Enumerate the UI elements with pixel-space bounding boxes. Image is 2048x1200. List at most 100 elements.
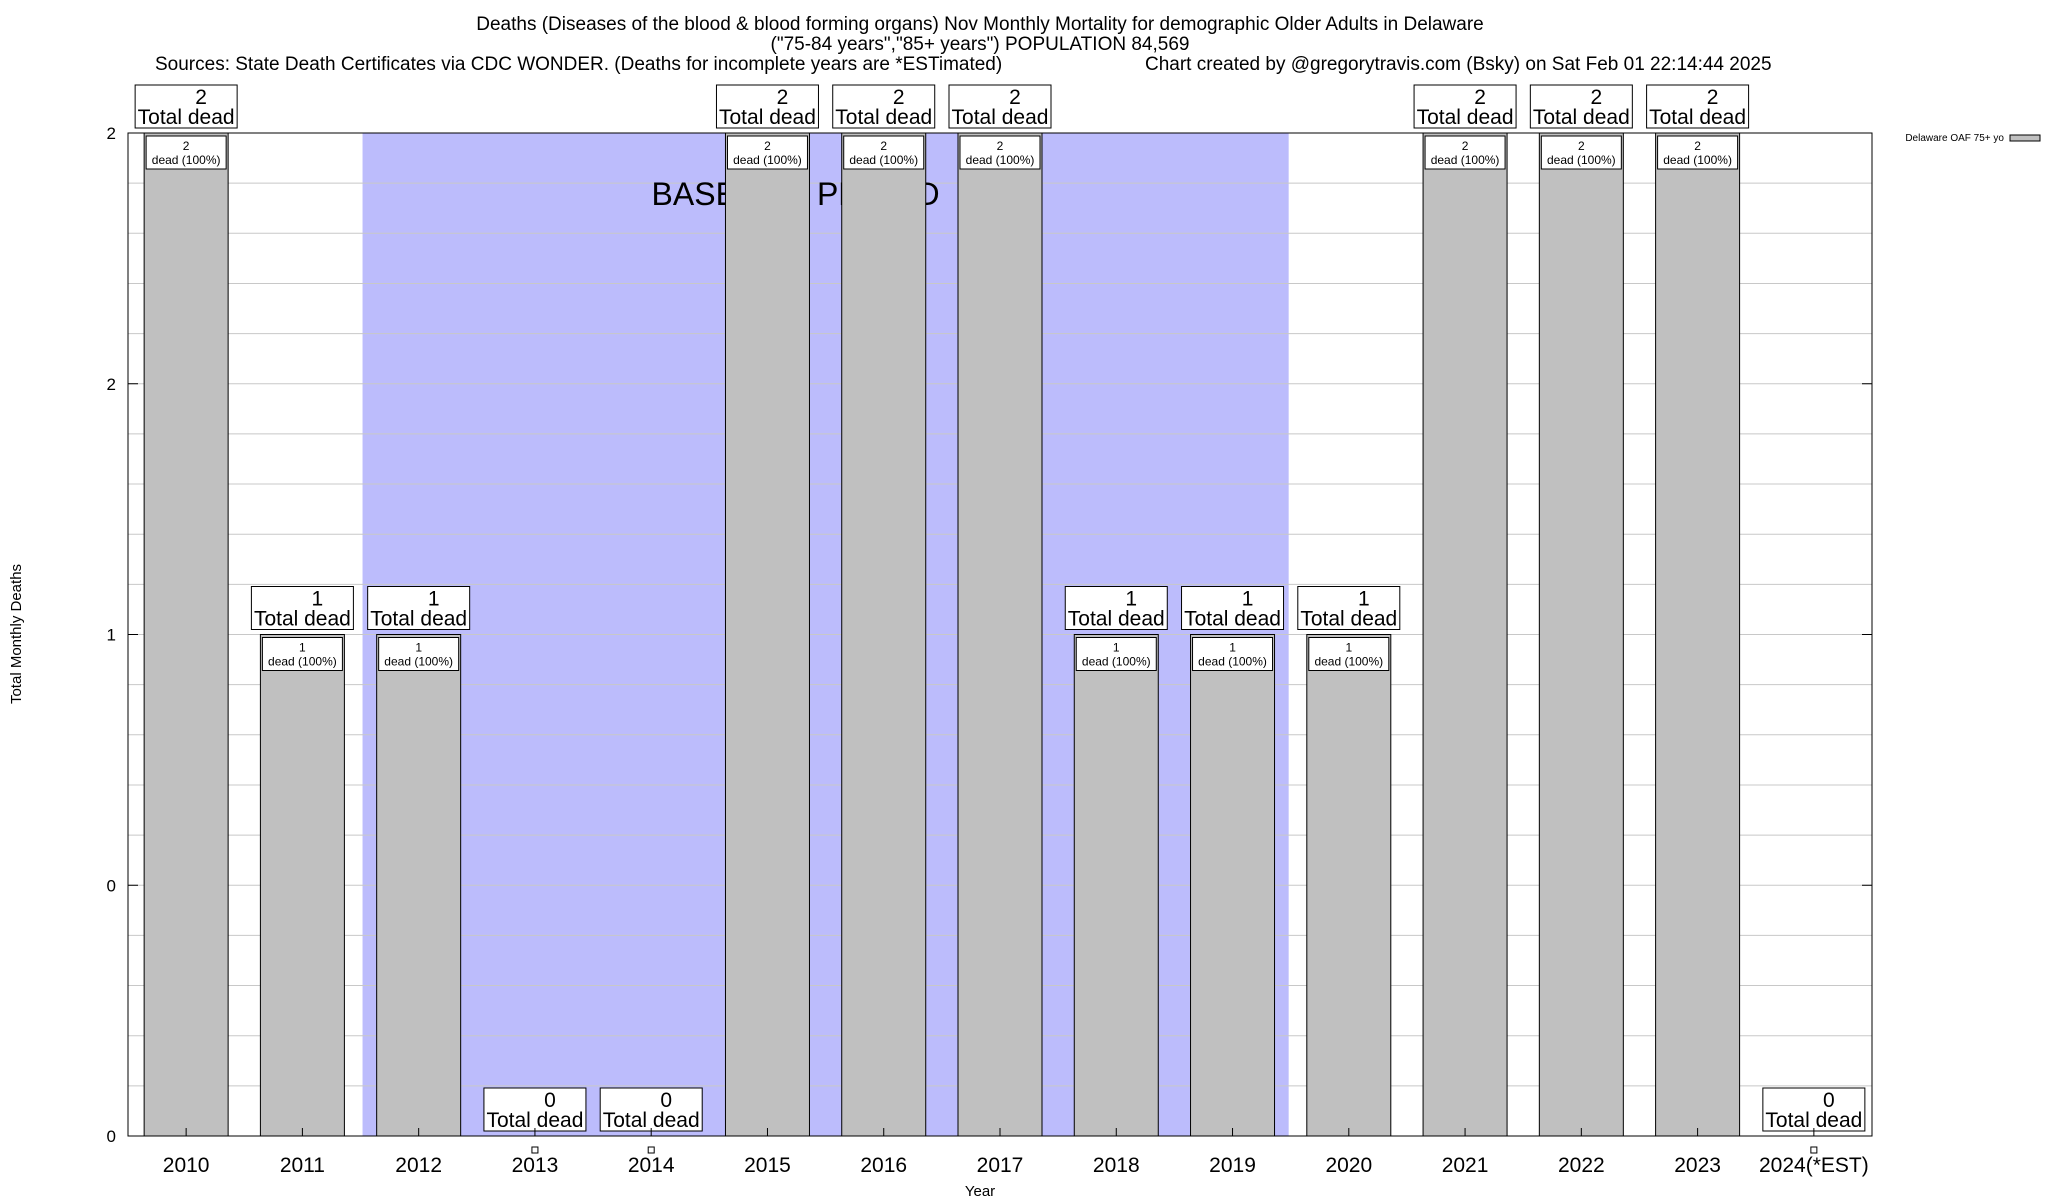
total-label-text: Total dead — [1533, 106, 1630, 129]
bar-inner-label: dead (100%) — [1314, 655, 1383, 669]
total-label-box — [1297, 586, 1401, 630]
total-label-value: 0 — [544, 1089, 556, 1112]
x-axis-label: Year — [965, 1183, 995, 1200]
bar-inner-label: dead (100%) — [1663, 153, 1732, 167]
x-tick-label: 2022 — [1558, 1154, 1605, 1177]
x-tick-label: 2016 — [860, 1154, 907, 1177]
bar-inner-label: dead (100%) — [384, 655, 453, 669]
total-label-box — [832, 84, 936, 129]
total-label-text: Total dead — [1765, 1109, 1862, 1132]
zero-marker — [1810, 1146, 1818, 1154]
x-tick-label: 2014 — [628, 1154, 675, 1177]
total-label-text: Total dead — [1184, 608, 1281, 631]
bar-inner-value: 2 — [1578, 139, 1585, 153]
bar — [841, 132, 927, 1137]
bar-inner-label: dead (100%) — [733, 153, 802, 167]
bar-inner-label: dead (100%) — [1431, 153, 1500, 167]
total-label-value: 1 — [428, 588, 440, 611]
bar-inner-label-box — [843, 135, 925, 170]
y-tick-label: 0 — [107, 876, 116, 895]
bar-inner-label: dead (100%) — [1547, 153, 1616, 167]
total-label-box — [367, 586, 471, 630]
x-tick-label: 2019 — [1209, 1154, 1256, 1177]
zero-marker — [531, 1146, 539, 1154]
bar-inner-label-box — [1540, 135, 1622, 170]
bar-inner-label-box — [1075, 637, 1157, 671]
total-label-value: 1 — [1242, 588, 1254, 611]
y-tick-label: 0 — [107, 1127, 116, 1146]
x-tick-label: 2023 — [1674, 1154, 1721, 1177]
total-label-value: 2 — [893, 86, 905, 109]
bar-inner-label: dead (100%) — [152, 153, 221, 167]
y-axis-label: Total Monthly Deaths — [8, 564, 25, 704]
total-label-box — [599, 1087, 703, 1132]
bar-inner-value: 1 — [1113, 641, 1120, 655]
bar — [1306, 634, 1392, 1137]
legend-swatch — [2009, 134, 2041, 142]
bar — [957, 132, 1043, 1137]
bar-inner-label-box — [726, 135, 808, 170]
total-label-box — [1064, 586, 1168, 630]
chart-subtitle: ("75-84 years","85+ years") POPULATION 8… — [770, 34, 1190, 55]
bar-inner-value: 2 — [1462, 139, 1469, 153]
bar-inner-label: dead (100%) — [1082, 655, 1151, 669]
total-label-text: Total dead — [1300, 608, 1397, 631]
y-tick-label: 2 — [107, 124, 116, 143]
total-label-text: Total dead — [254, 608, 351, 631]
bar-inner-label-box — [1424, 135, 1506, 170]
total-label-text: Total dead — [1649, 106, 1746, 129]
bar-inner-label-box — [378, 637, 460, 671]
bar-inner-value: 2 — [183, 139, 190, 153]
x-tick-label: 2024(*EST) — [1759, 1154, 1869, 1177]
total-label-value: 0 — [660, 1089, 672, 1112]
bar-inner-value: 1 — [1229, 641, 1236, 655]
total-label-value: 2 — [1474, 86, 1486, 109]
bar-inner-value: 1 — [299, 641, 306, 655]
bar-inner-label: dead (100%) — [849, 153, 918, 167]
bar-inner-label: dead (100%) — [268, 655, 337, 669]
x-tick-label: 2015 — [744, 1154, 791, 1177]
total-label-box — [715, 84, 819, 129]
x-tick-label: 2012 — [395, 1154, 442, 1177]
bar-inner-value: 2 — [880, 139, 887, 153]
x-tick-label: 2018 — [1093, 1154, 1140, 1177]
total-label-box — [1529, 84, 1633, 129]
bar-inner-value: 1 — [1345, 641, 1352, 655]
legend-label: Delaware OAF 75+ yo — [1905, 133, 2004, 144]
total-label-text: Total dead — [486, 1109, 583, 1132]
x-tick-label: 2013 — [512, 1154, 559, 1177]
total-label-text: Total dead — [603, 1109, 700, 1132]
total-label-box — [1181, 586, 1285, 630]
bar-inner-value: 2 — [997, 139, 1004, 153]
total-label-box — [483, 1087, 587, 1132]
bar — [1422, 132, 1508, 1137]
credit-note: Chart created by @gregorytravis.com (Bsk… — [1145, 54, 1772, 75]
total-label-text: Total dead — [719, 106, 816, 129]
bar-inner-value: 1 — [415, 641, 422, 655]
bar-inner-label-box — [1657, 135, 1739, 170]
total-label-box — [948, 84, 1052, 129]
total-label-text: Total dead — [138, 106, 235, 129]
bar-inner-label-box — [959, 135, 1041, 170]
total-label-value: 2 — [777, 86, 789, 109]
bar-inner-value: 2 — [1694, 139, 1701, 153]
bar — [376, 634, 462, 1137]
x-tick-label: 2020 — [1325, 1154, 1372, 1177]
total-label-value: 1 — [1358, 588, 1370, 611]
total-label-value: 1 — [1125, 588, 1137, 611]
bar-inner-label-box — [261, 637, 343, 671]
x-tick-label: 2010 — [163, 1154, 210, 1177]
sources-note: Sources: State Death Certificates via CD… — [155, 54, 1003, 75]
bar-inner-label-box — [145, 135, 227, 170]
total-label-box — [134, 84, 238, 129]
total-label-text: Total dead — [1417, 106, 1514, 129]
bar — [259, 634, 345, 1137]
total-label-box — [1413, 84, 1517, 129]
total-label-value: 2 — [195, 86, 207, 109]
bar — [1073, 634, 1159, 1137]
total-label-box — [250, 586, 354, 630]
chart-title: Deaths (Diseases of the blood & blood fo… — [476, 14, 1484, 35]
bar — [1655, 132, 1741, 1137]
total-label-value: 2 — [1707, 86, 1719, 109]
